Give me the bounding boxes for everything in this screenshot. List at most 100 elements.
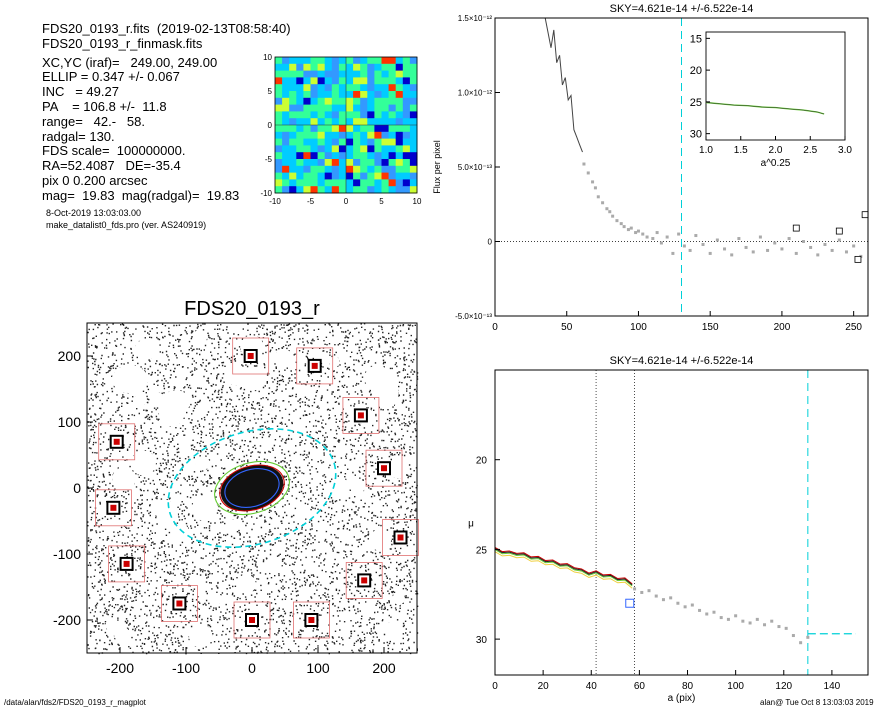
- heatmap-cell: [388, 165, 397, 174]
- heatmap-cell: [331, 152, 340, 160]
- param-line: ELLIP = 0.347 +/- 0.067: [42, 69, 180, 85]
- heatmap-cell: [367, 125, 375, 133]
- heatmap-cell: [346, 111, 354, 119]
- heatmap-cell: [324, 152, 333, 160]
- heatmap-cell: [402, 104, 411, 112]
- heatmap-cell: [310, 84, 319, 92]
- flux-xtick-label: 250: [845, 322, 862, 333]
- heatmap-cell: [331, 138, 340, 146]
- mu-profile-line: [494, 548, 633, 586]
- heatmap-cell: [289, 165, 297, 174]
- heatmap-cell: [381, 125, 390, 133]
- heatmap-cell: [331, 111, 340, 119]
- heatmap-cell: [402, 131, 411, 140]
- heatmap-cell: [388, 63, 397, 72]
- heatmap-cell: [381, 186, 390, 194]
- inset-ytick-label: 30: [690, 129, 702, 141]
- heatmap-cell: [289, 70, 297, 78]
- flux-point: [744, 245, 748, 249]
- mu-xtick-label: 0: [492, 681, 498, 692]
- heatmap-cell: [317, 57, 326, 65]
- heatmap-cell: [331, 159, 340, 167]
- heatmap-cell: [317, 77, 326, 85]
- heatmap-cell: [409, 84, 418, 92]
- flux-point: [737, 237, 741, 241]
- mu-point: [647, 589, 651, 593]
- heatmap-cell: [353, 131, 361, 140]
- star-mask-core: [381, 465, 387, 472]
- isophote-ellipse: [224, 468, 280, 508]
- heatmap-cell: [289, 131, 297, 140]
- heatmap-cell: [275, 179, 283, 187]
- heatmap-cell: [275, 57, 283, 65]
- flux-point: [619, 222, 623, 226]
- heatmap-cell: [360, 77, 368, 85]
- heatmap-cell: [282, 84, 290, 92]
- heatmap-cell: [360, 91, 368, 99]
- program-line: make_datalist0_fds.pro (ver. AS240919): [46, 219, 207, 230]
- heatmap-cell: [367, 179, 375, 187]
- heatmap-cell: [346, 91, 354, 99]
- inset-xlabel: a^0.25: [761, 158, 791, 169]
- heatmap-cell: [331, 70, 340, 78]
- inset-profile-line-dark: [705, 102, 825, 115]
- mu-point: [770, 619, 774, 623]
- flux-point: [665, 235, 669, 239]
- heatmap-cell: [317, 84, 326, 92]
- mask-blob: [171, 523, 190, 541]
- heatmap-cell: [303, 84, 311, 92]
- heatmap-cell: [409, 145, 418, 153]
- heatmap-cell: [282, 159, 290, 167]
- heatmap-cell: [409, 91, 418, 99]
- heatmap-cell: [374, 118, 382, 126]
- heatmap-cell: [367, 186, 375, 194]
- param-line: RA=52.4087 DE=-35.4: [42, 158, 181, 174]
- galaxy-xtick-label: -200: [106, 660, 134, 676]
- heatmap-cell: [310, 172, 319, 180]
- heatmap-cell: [374, 125, 382, 133]
- mask-blob: [328, 356, 340, 368]
- galaxy-ytick-label: -100: [53, 546, 81, 562]
- heatmap-cell: [360, 84, 368, 92]
- heatmap-cell: [303, 70, 311, 78]
- heatmap-cell: [402, 172, 411, 180]
- heatmap-ytick-label: -10: [260, 189, 272, 198]
- mu-point: [799, 641, 803, 645]
- mu-xtick-label: 80: [682, 681, 694, 692]
- heatmap-cell: [374, 84, 382, 92]
- heatmap-cell: [303, 131, 311, 140]
- mu-point: [755, 617, 759, 621]
- mu-ytick-label: 20: [476, 456, 488, 467]
- heatmap-cell: [381, 70, 390, 78]
- heatmap-cell: [324, 97, 333, 106]
- heatmap-cell: [360, 145, 368, 153]
- heatmap-cell: [338, 57, 347, 65]
- mu-point: [654, 594, 658, 598]
- heatmap-cell: [409, 125, 418, 133]
- heatmap-cell: [346, 118, 354, 126]
- heatmap-cell: [402, 70, 411, 78]
- galaxy-image-panel: FDS20_0193_r -200 -100 0 100 200 -200 -100 0 100 2…: [53, 298, 419, 676]
- heatmap-cell: [395, 186, 404, 194]
- heatmap-cell: [402, 138, 411, 146]
- heatmap-cell: [367, 111, 375, 119]
- heatmap-cell: [289, 125, 297, 133]
- inset-xtick-label: 2.5: [803, 145, 817, 156]
- heatmap-cell: [296, 70, 304, 78]
- heatmap-cell: [317, 179, 326, 187]
- heatmap-cell: [353, 172, 361, 180]
- heatmap-cell: [402, 152, 411, 160]
- heatmap-cell: [409, 97, 418, 106]
- flux-profile-panel: SKY=4.621e-14 +/-6.522e-140 50 100 150 200 25…: [432, 3, 869, 333]
- heatmap-cell: [331, 63, 340, 72]
- heatmap-cell: [374, 63, 382, 72]
- heatmap-cell: [324, 57, 333, 65]
- inset-ytick-label: 20: [690, 65, 702, 77]
- star-mask-outer-box: [232, 337, 270, 375]
- heatmap-cell: [310, 125, 319, 133]
- mask-blob: [150, 392, 165, 407]
- heatmap-cell: [282, 111, 290, 119]
- heatmap-cell: [360, 165, 368, 174]
- mu-xtick-label: 120: [775, 681, 792, 692]
